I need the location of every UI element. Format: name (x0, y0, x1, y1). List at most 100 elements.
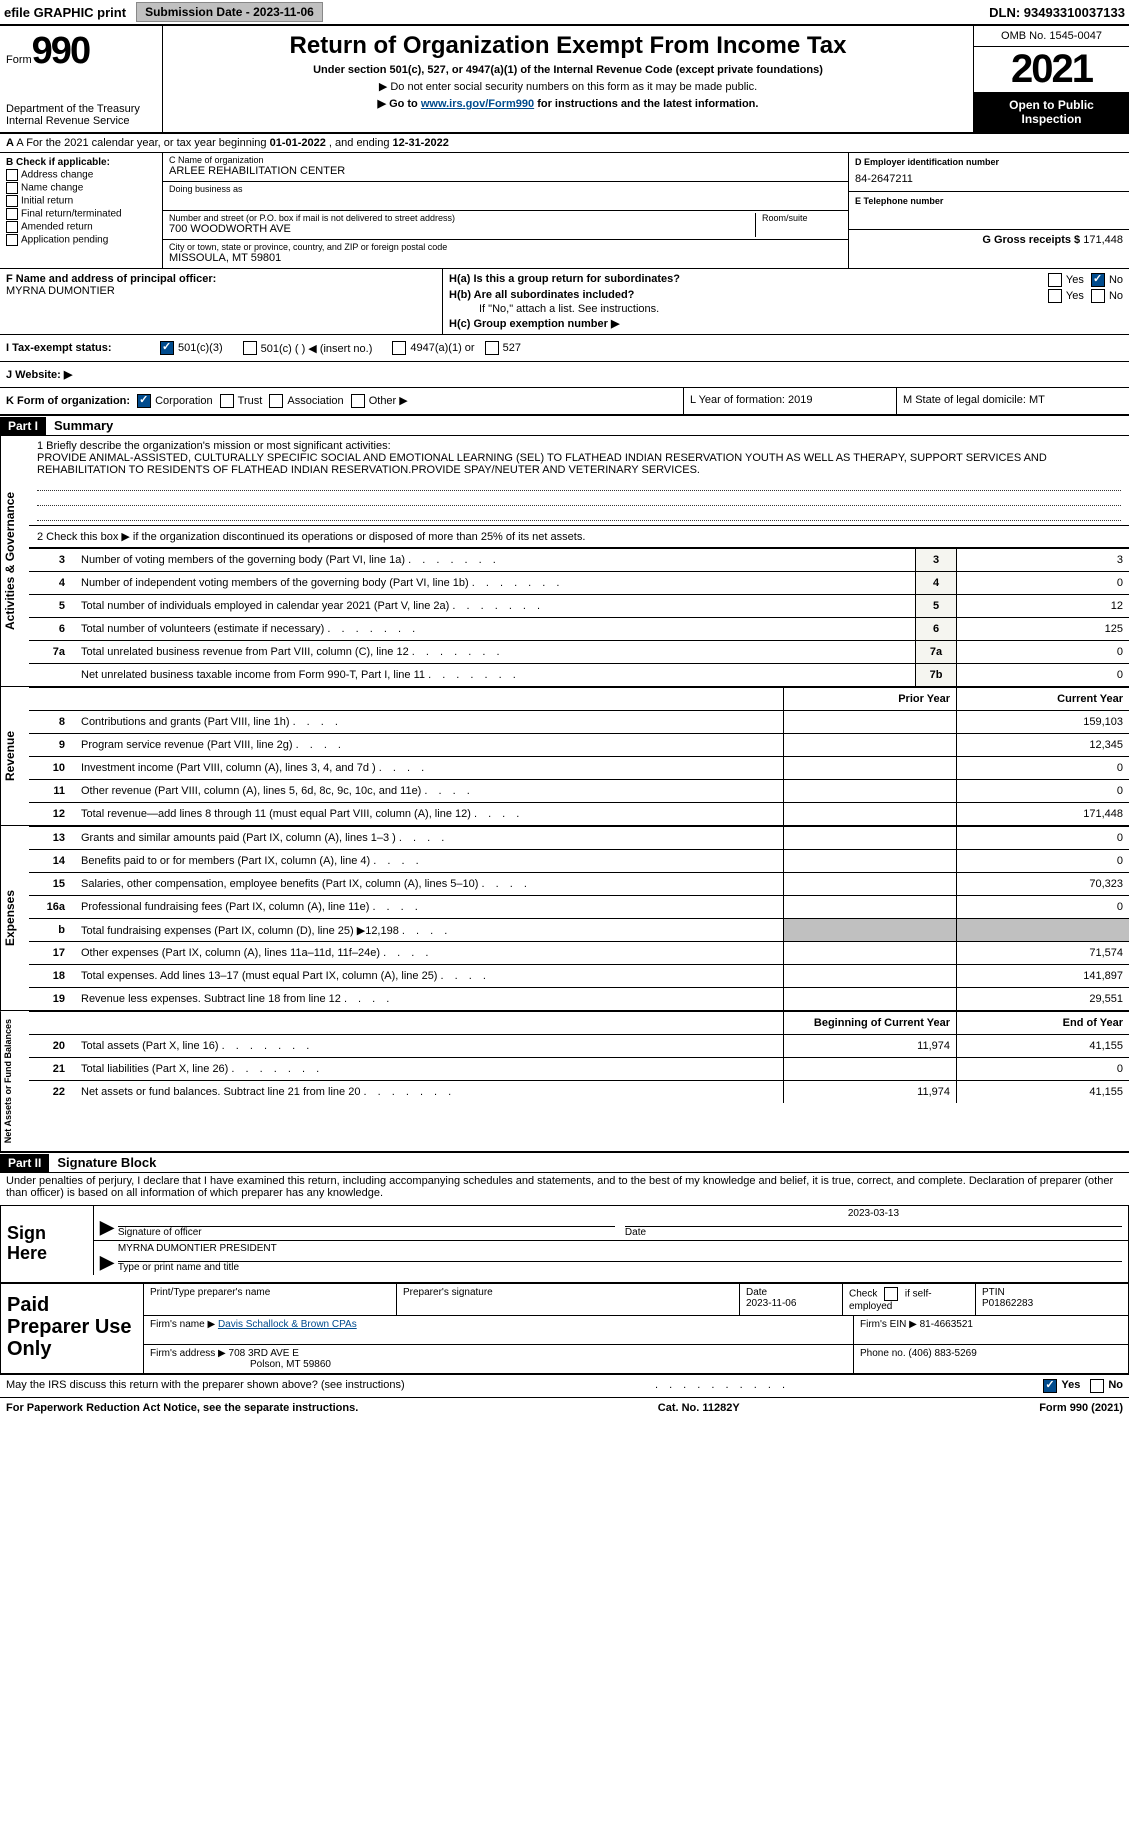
table-row: 11 Other revenue (Part VIII, column (A),… (29, 780, 1129, 803)
check-b-label: B Check if applicable: (6, 157, 156, 168)
chk-final-return-lbl: Final return/terminated (21, 209, 122, 220)
officer-name-typed: MYRNA DUMONTIER PRESIDENT (118, 1243, 1122, 1262)
discuss-no-box[interactable] (1090, 1379, 1104, 1393)
instructions-link[interactable]: www.irs.gov/Form990 (421, 98, 534, 110)
hb-no-box[interactable] (1091, 289, 1105, 303)
line-num: 7a (29, 641, 75, 664)
hb-note: If "No," attach a list. See instructions… (479, 303, 1123, 315)
table-row: 4 Number of independent voting members o… (29, 572, 1129, 595)
dept-irs: Internal Revenue Service (6, 115, 156, 127)
p-ptin-cell: PTIN P01862283 (976, 1284, 1128, 1315)
chk-final-return[interactable]: Final return/terminated (6, 208, 156, 220)
col-begin: Beginning of Current Year (784, 1012, 957, 1035)
line-text: Grants and similar amounts paid (Part IX… (75, 827, 784, 850)
table-row: b Total fundraising expenses (Part IX, c… (29, 919, 1129, 942)
hdr-empty2 (75, 688, 784, 711)
line-val: 12 (957, 595, 1129, 618)
ptin-label: PTIN (982, 1287, 1122, 1298)
header-left: Form990 Department of the Treasury Inter… (0, 26, 163, 132)
firm-ein-label: Firm's EIN ▶ (860, 1319, 917, 1330)
hb-yes-box[interactable] (1048, 289, 1062, 303)
line-text: Number of independent voting members of … (75, 572, 916, 595)
line-num (29, 664, 75, 687)
dotline-3 (37, 508, 1121, 521)
footer-form-b: 990 (1070, 1402, 1088, 1414)
chk-assoc[interactable] (269, 394, 283, 408)
chk-corp[interactable] (137, 394, 151, 408)
begin-val: 11,974 (784, 1035, 957, 1058)
chk-501c[interactable] (243, 341, 257, 355)
chk-other[interactable] (351, 394, 365, 408)
col-prior: Prior Year (784, 688, 957, 711)
line-box: 6 (916, 618, 957, 641)
ha-row: H(a) Is this a group return for subordin… (449, 273, 1123, 285)
gross-cell: G Gross receipts $ 171,448 (849, 230, 1129, 268)
form-990: 990 (32, 30, 89, 72)
header-mid: Return of Organization Exempt From Incom… (163, 26, 973, 132)
line-num: 6 (29, 618, 75, 641)
sig-line: ▶ Signature of officer 2023-03-13 Date (93, 1206, 1128, 1241)
line-text: Total assets (Part X, line 16) . . . . .… (75, 1035, 784, 1058)
ein-cell: D Employer identification number 84-2647… (849, 153, 1129, 192)
addr-label: Number and street (or P.O. box if mail i… (169, 213, 755, 223)
prep-row-3: Firm's address ▶ 708 3RD AVE E Polson, M… (144, 1345, 1128, 1373)
line-text: Investment income (Part VIII, column (A)… (75, 757, 784, 780)
ptin-val: P01862283 (982, 1298, 1122, 1309)
firm-name-link[interactable]: Davis Schallock & Brown CPAs (218, 1319, 357, 1330)
chk-501c3[interactable] (160, 341, 174, 355)
footer-form-a: Form (1039, 1402, 1070, 1414)
line-num: 15 (29, 873, 75, 896)
chk-initial-return[interactable]: Initial return (6, 195, 156, 207)
chk-4947[interactable] (392, 341, 406, 355)
chk-trust[interactable] (220, 394, 234, 408)
p-check-label: Check if self-employed (849, 1287, 969, 1312)
line-text: Total fundraising expenses (Part IX, col… (75, 919, 784, 942)
curr-val: 171,448 (957, 803, 1129, 826)
line-num: 3 (29, 549, 75, 572)
discuss-yes-box[interactable] (1043, 1379, 1057, 1393)
line-num: 16a (29, 896, 75, 919)
table-header-row: Beginning of Current Year End of Year (29, 1012, 1129, 1035)
p-date-label: Date (746, 1287, 836, 1298)
table-row: 10 Investment income (Part VIII, column … (29, 757, 1129, 780)
table-row: 22 Net assets or fund balances. Subtract… (29, 1081, 1129, 1104)
table-row: 8 Contributions and grants (Part VIII, l… (29, 711, 1129, 734)
opt-501c3: 501(c)(3) (178, 342, 223, 354)
line-text: Other expenses (Part IX, column (A), lin… (75, 942, 784, 965)
submission-date-button[interactable]: Submission Date - 2023-11-06 (136, 2, 323, 22)
hb-row: H(b) Are all subordinates included? Yes … (449, 289, 1123, 301)
side-label-exp: Expenses (0, 826, 29, 1010)
chk-self-employed[interactable] (884, 1287, 898, 1301)
chk-address-change[interactable]: Address change (6, 169, 156, 181)
col-current: Current Year (957, 688, 1129, 711)
subtitle-1: Under section 501(c), 527, or 4947(a)(1)… (173, 64, 963, 76)
mission-block: 1 Briefly describe the organization's mi… (29, 436, 1129, 526)
chk-app-pending-lbl: Application pending (21, 235, 108, 246)
chk-app-pending[interactable]: Application pending (6, 234, 156, 246)
dln-label: DLN: 93493310037133 (989, 5, 1125, 20)
curr-val: 12,345 (957, 734, 1129, 757)
ha-no-box[interactable] (1091, 273, 1105, 287)
opt-other: Other ▶ (369, 395, 408, 407)
ha-no: No (1109, 274, 1123, 286)
line-text: Contributions and grants (Part VIII, lin… (75, 711, 784, 734)
table-row: 16a Professional fundraising fees (Part … (29, 896, 1129, 919)
table-row: 5 Total number of individuals employed i… (29, 595, 1129, 618)
opt-527: 527 (503, 342, 521, 354)
gov-table: 3 Number of voting members of the govern… (29, 548, 1129, 686)
opt-trust: Trust (238, 395, 263, 407)
chk-amended[interactable]: Amended return (6, 221, 156, 233)
line-num: 11 (29, 780, 75, 803)
end-val: 41,155 (957, 1081, 1129, 1104)
officer-signature-field[interactable] (118, 1208, 615, 1227)
side-label-rev: Revenue (0, 687, 29, 825)
revenue-table: Prior Year Current Year8 Contributions a… (29, 687, 1129, 825)
ha-yes-box[interactable] (1048, 273, 1062, 287)
chk-527[interactable] (485, 341, 499, 355)
chk-name-change[interactable]: Name change (6, 182, 156, 194)
line-num: 5 (29, 595, 75, 618)
omb-number: OMB No. 1545-0047 (974, 26, 1129, 47)
chk-amended-lbl: Amended return (21, 222, 93, 233)
table-row: 21 Total liabilities (Part X, line 26) .… (29, 1058, 1129, 1081)
line-num: 10 (29, 757, 75, 780)
